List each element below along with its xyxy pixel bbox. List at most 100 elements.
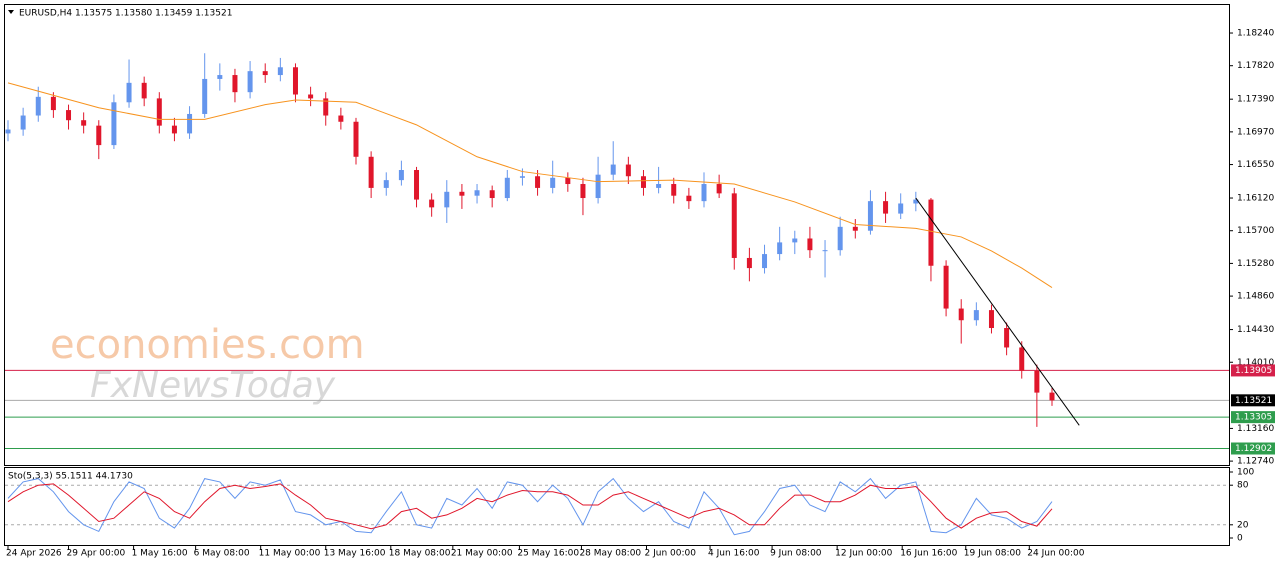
- candle-body: [852, 226, 858, 231]
- price-label-box: [1231, 394, 1275, 407]
- candle-body: [171, 125, 177, 134]
- menu-arrow[interactable]: [8, 10, 14, 14]
- candle-body: [504, 177, 510, 199]
- candle-body: [20, 115, 26, 130]
- candle-body: [943, 265, 949, 309]
- candle-body: [1034, 370, 1040, 393]
- y-tick-label: 80: [1237, 481, 1249, 491]
- candle-body: [81, 120, 87, 126]
- y-tick-label: 20: [1237, 520, 1249, 530]
- y-tick-label: 1.13160: [1237, 424, 1274, 434]
- stochastic-line: [7, 477, 1053, 536]
- x-tick-label: 29 Apr 00:00: [67, 549, 126, 559]
- candle-body: [928, 199, 934, 266]
- price-label: 1.13521: [1235, 396, 1272, 406]
- moving-average: [7, 82, 1053, 288]
- candle-body: [762, 254, 768, 269]
- y-tick-label: 1.14010: [1237, 358, 1274, 368]
- watermark: economies.com: [50, 322, 365, 368]
- candle-body: [323, 98, 329, 116]
- y-tick-label: 1.16970: [1237, 127, 1274, 137]
- candle-body: [96, 125, 102, 146]
- candle-body: [610, 164, 616, 175]
- y-tick-label: 1.18240: [1237, 29, 1274, 39]
- x-tick-label: 9 Jun 08:00: [770, 549, 822, 559]
- indicator-title: Sto(5,3,3) 55.1511 44.1730: [8, 472, 133, 482]
- price-label: 1.12902: [1235, 444, 1272, 454]
- y-tick-label: 1.16120: [1237, 194, 1274, 204]
- main-panel: [4, 4, 1230, 466]
- watermark: FxNewsToday: [90, 365, 336, 406]
- candle-body: [716, 184, 722, 194]
- candle-body: [202, 78, 208, 114]
- candle-body: [898, 203, 904, 214]
- candle-body: [429, 199, 435, 208]
- candle-body: [126, 82, 132, 103]
- candle-body: [111, 102, 117, 146]
- candle-body: [580, 184, 586, 199]
- y-tick-label: 1.17390: [1237, 95, 1274, 105]
- candle-body: [958, 308, 964, 321]
- price-label-box: [1231, 411, 1275, 424]
- candle-body: [746, 257, 752, 269]
- y-tick-label: 1.14860: [1237, 292, 1274, 302]
- candle-body: [731, 193, 737, 258]
- candle-body: [66, 110, 72, 121]
- candle-body: [792, 238, 798, 243]
- candle-body: [414, 170, 420, 200]
- candle-body: [489, 190, 495, 199]
- price-label-box: [1231, 364, 1275, 377]
- candle-body: [883, 201, 889, 214]
- x-tick-label: 11 May 00:00: [259, 549, 321, 559]
- price-label: 1.13905: [1235, 366, 1272, 376]
- candle-body: [474, 190, 480, 196]
- candle-body: [550, 177, 556, 188]
- candle-body: [913, 199, 919, 204]
- candle-body: [247, 71, 253, 93]
- candle-body: [701, 184, 707, 202]
- y-tick-label: 1.17820: [1237, 61, 1274, 71]
- x-tick-label: 6 May 08:00: [194, 549, 250, 559]
- x-tick-label: 19 Jun 08:00: [964, 549, 1021, 559]
- candle-body: [595, 174, 601, 199]
- x-tick-label: 16 Jun 16:00: [900, 549, 957, 559]
- y-tick-label: 100: [1237, 468, 1254, 478]
- candle-body: [444, 191, 450, 208]
- y-tick-label: 1.15280: [1237, 259, 1274, 269]
- candle-body: [988, 310, 994, 329]
- x-tick-label: 24 Jun 00:00: [1027, 549, 1084, 559]
- candle-body: [353, 121, 359, 157]
- indicator-panel: [4, 467, 1230, 546]
- candle-body: [368, 156, 374, 188]
- y-tick-label: 1.12740: [1237, 457, 1274, 467]
- candle-body: [156, 98, 162, 126]
- candle-body: [262, 71, 268, 76]
- candle-body: [671, 184, 677, 196]
- x-tick-label: 18 May 08:00: [389, 549, 451, 559]
- candle-body: [277, 67, 283, 76]
- chart-title: EURUSD,H4 1.13575 1.13580 1.13459 1.1352…: [19, 9, 232, 19]
- candle-body: [383, 180, 389, 188]
- candle-body: [187, 113, 193, 134]
- candle-body: [822, 250, 828, 252]
- candle-body: [867, 201, 873, 231]
- candle-body: [519, 176, 525, 178]
- x-tick-label: 13 May 16:00: [324, 549, 386, 559]
- candle-body: [777, 242, 783, 255]
- candle-body: [640, 176, 646, 188]
- x-tick-label: 28 May 08:00: [579, 549, 641, 559]
- trendline: [915, 197, 1080, 426]
- candle-body: [50, 96, 56, 111]
- candle-body: [232, 75, 238, 93]
- x-tick-label: 2 Jun 00:00: [645, 549, 697, 559]
- candle-body: [656, 184, 662, 188]
- x-tick-label: 24 Apr 2026: [6, 549, 62, 559]
- candle-body: [292, 67, 298, 95]
- candle-body: [625, 164, 631, 177]
- candle-body: [686, 195, 692, 202]
- candle-body: [837, 226, 843, 251]
- x-tick-label: 21 May 00:00: [451, 549, 513, 559]
- price-label: 1.13305: [1235, 413, 1272, 423]
- candle-body: [535, 176, 541, 188]
